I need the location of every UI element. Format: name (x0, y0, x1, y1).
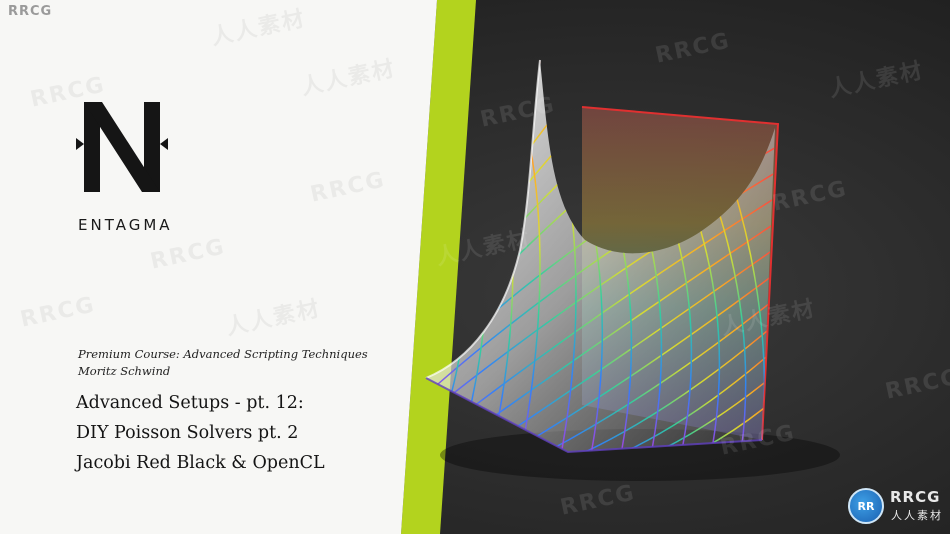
badge-text-top: RRCG (890, 488, 941, 506)
course-info: Premium Course: Advanced Scripting Techn… (78, 346, 368, 380)
entagma-n-logo-icon (76, 102, 168, 192)
brand-name: ENTAGMA (78, 216, 173, 234)
accent-stripe (401, 0, 476, 534)
badge-text-bottom: 人人素材 (891, 509, 943, 522)
rrcg-badge: RR RRCG 人人素材 (848, 486, 948, 526)
course-title: Premium Course: Advanced Scripting Techn… (78, 347, 368, 361)
lesson-line-1: Advanced Setups - pt. 12: (76, 393, 304, 413)
lesson-line-3: Jacobi Red Black & OpenCL (76, 453, 325, 473)
rrcg-logo-icon: RR (848, 488, 884, 524)
lesson-title: Advanced Setups - pt. 12: DIY Poisson So… (76, 388, 325, 478)
course-author: Moritz Schwind (78, 364, 171, 378)
lesson-line-2: DIY Poisson Solvers pt. 2 (76, 423, 299, 443)
corner-watermark: RRCG (8, 4, 53, 19)
